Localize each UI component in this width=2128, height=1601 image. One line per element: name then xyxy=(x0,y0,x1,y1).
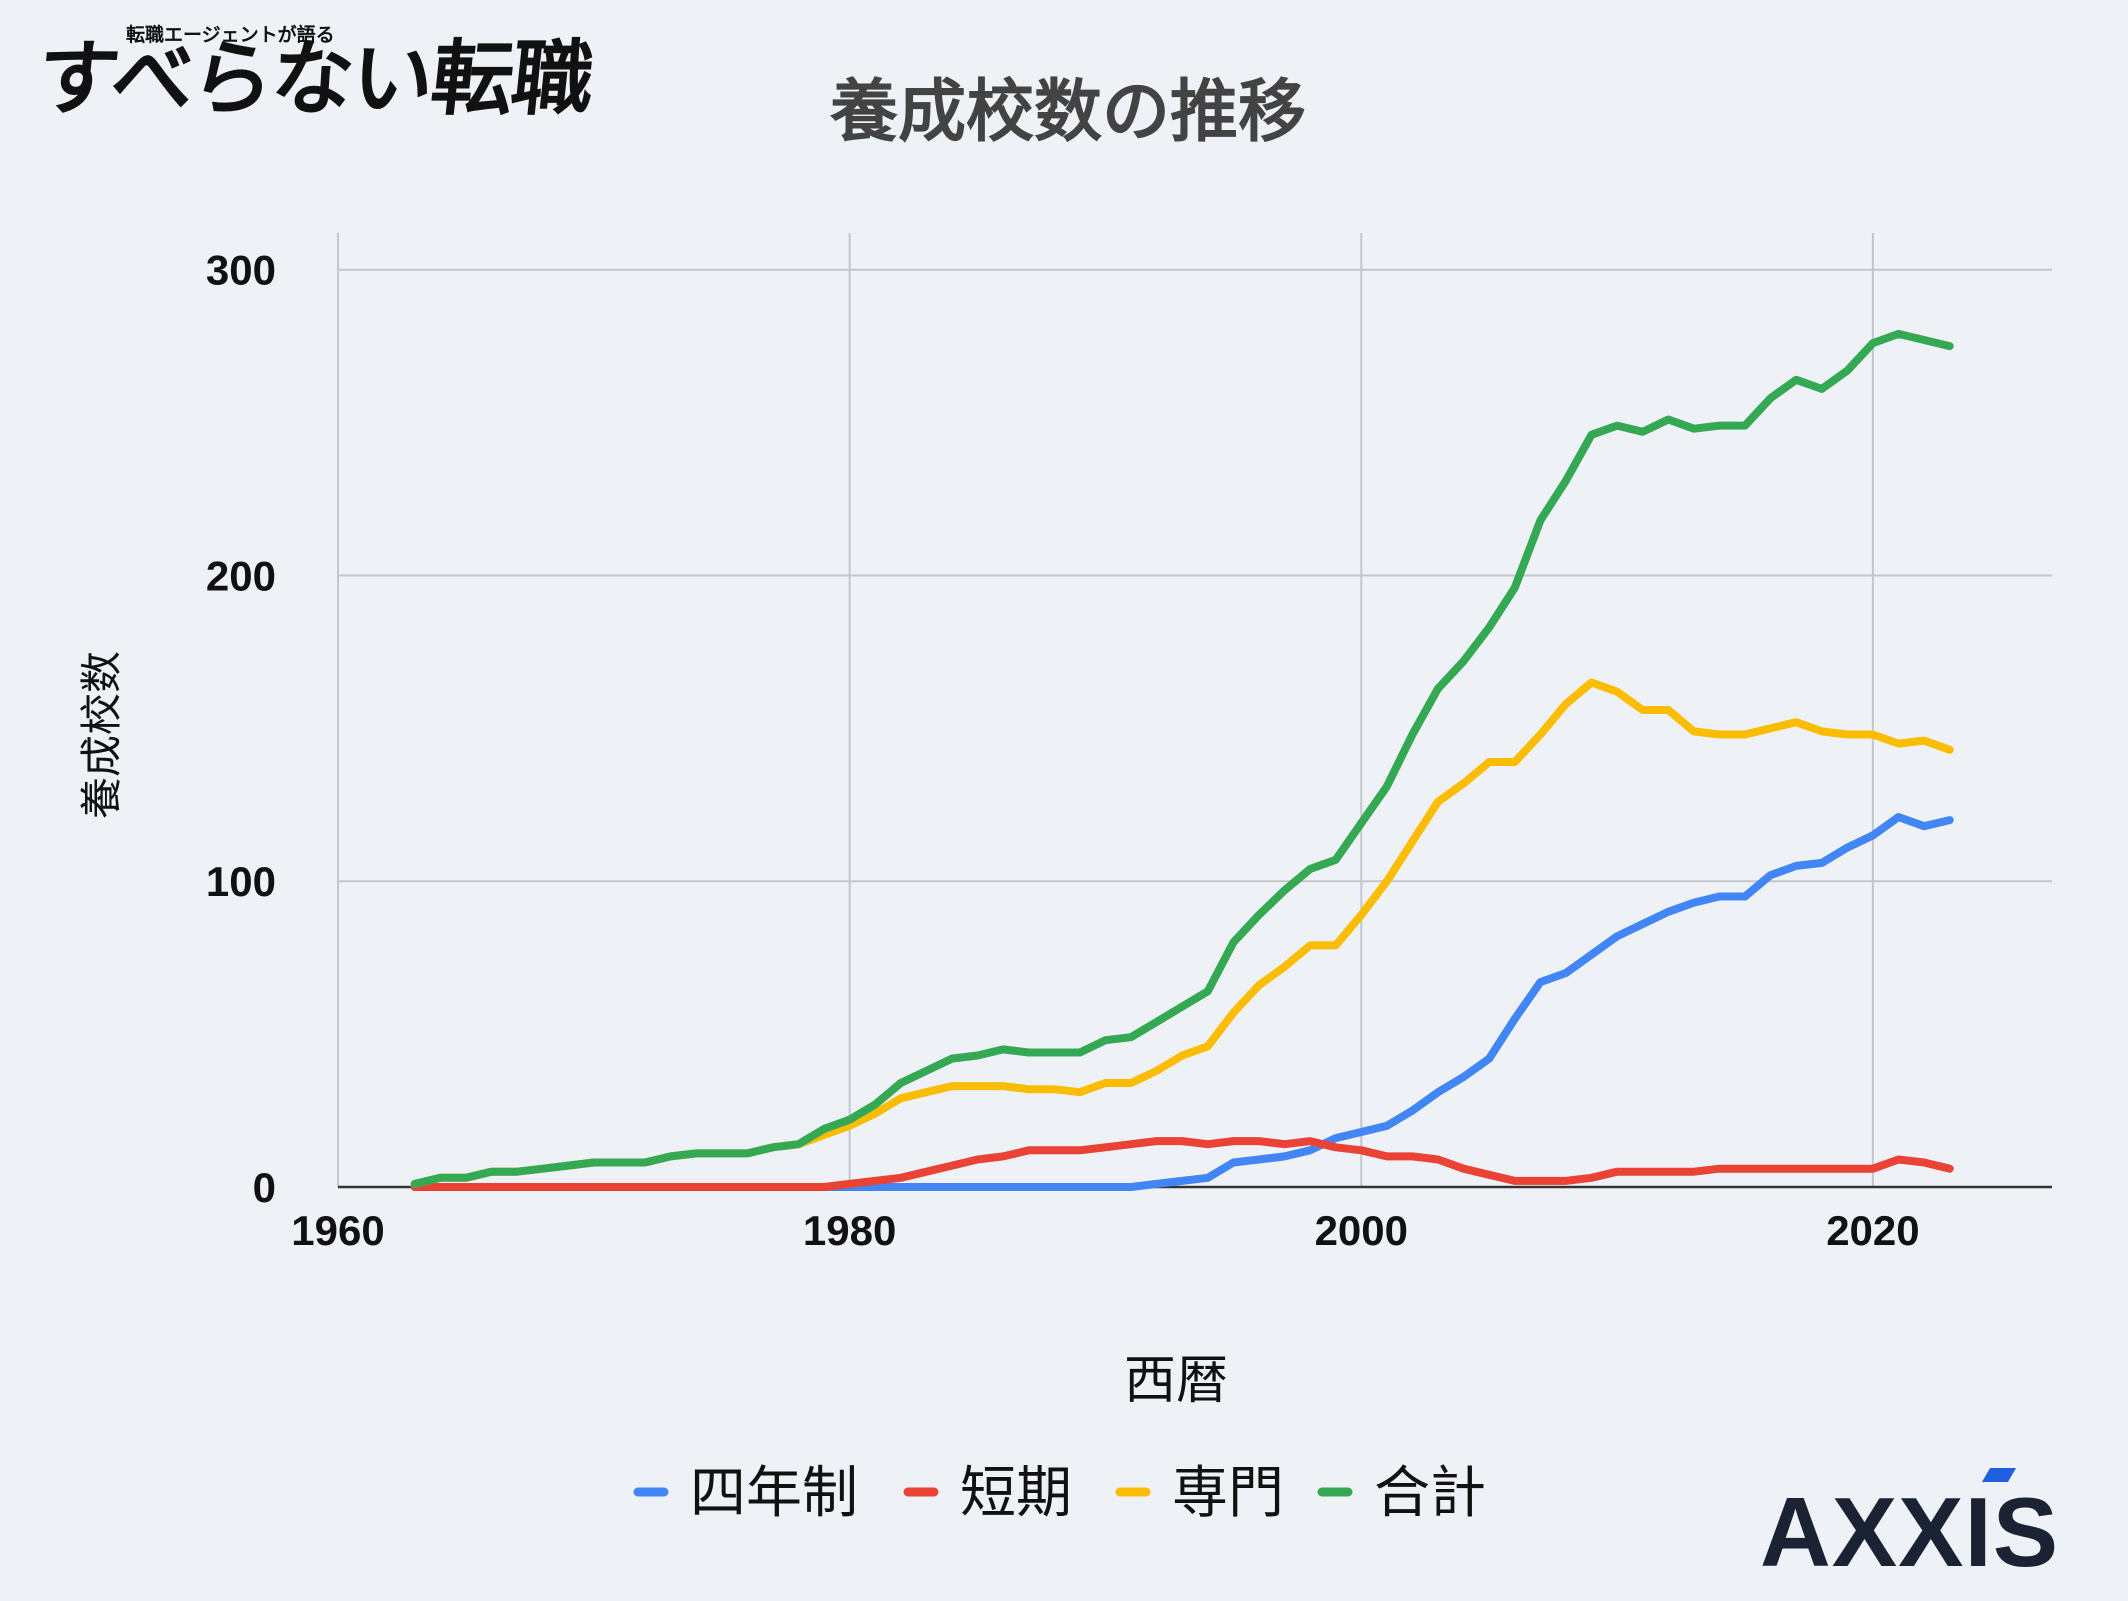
x-tick-label: 1980 xyxy=(803,1207,896,1254)
y-tick-label: 300 xyxy=(206,247,276,294)
axxis-logo-text: AXXIS xyxy=(1760,1477,2060,1587)
series-line-4 xyxy=(410,329,1954,1188)
x-tick-label: 2020 xyxy=(1826,1207,1919,1254)
axxis-logo: AXXIS xyxy=(1760,1468,2080,1587)
x-tick-label: 1960 xyxy=(291,1207,384,1254)
legend: 四年制 短期 専門 合計 xyxy=(633,1461,1486,1526)
series-lines xyxy=(410,329,1954,1191)
chart-title: 養成校数の推移 xyxy=(829,73,1306,152)
sberanai-tenshoku-logo: すべらない転職 転職エージェントが語る xyxy=(28,8,596,127)
legend-label: 短期 xyxy=(960,1461,1072,1526)
logo-sub-text: 転職エージェントが語る xyxy=(126,24,335,46)
x-tick-label: 2000 xyxy=(1315,1207,1408,1254)
x-axis-title: 西暦 xyxy=(1124,1351,1228,1411)
series-line-2 xyxy=(410,1137,1954,1191)
series-line-3 xyxy=(410,678,1954,1188)
y-tick-label: 200 xyxy=(206,552,276,599)
y-tick-label: 100 xyxy=(206,858,276,905)
y-axis-title: 養成校数 xyxy=(77,651,126,819)
y-tick-label: 0 xyxy=(253,1164,276,1211)
legend-label: 合計 xyxy=(1374,1461,1486,1526)
legend-label: 四年制 xyxy=(690,1461,858,1526)
legend-label: 専門 xyxy=(1172,1461,1284,1526)
